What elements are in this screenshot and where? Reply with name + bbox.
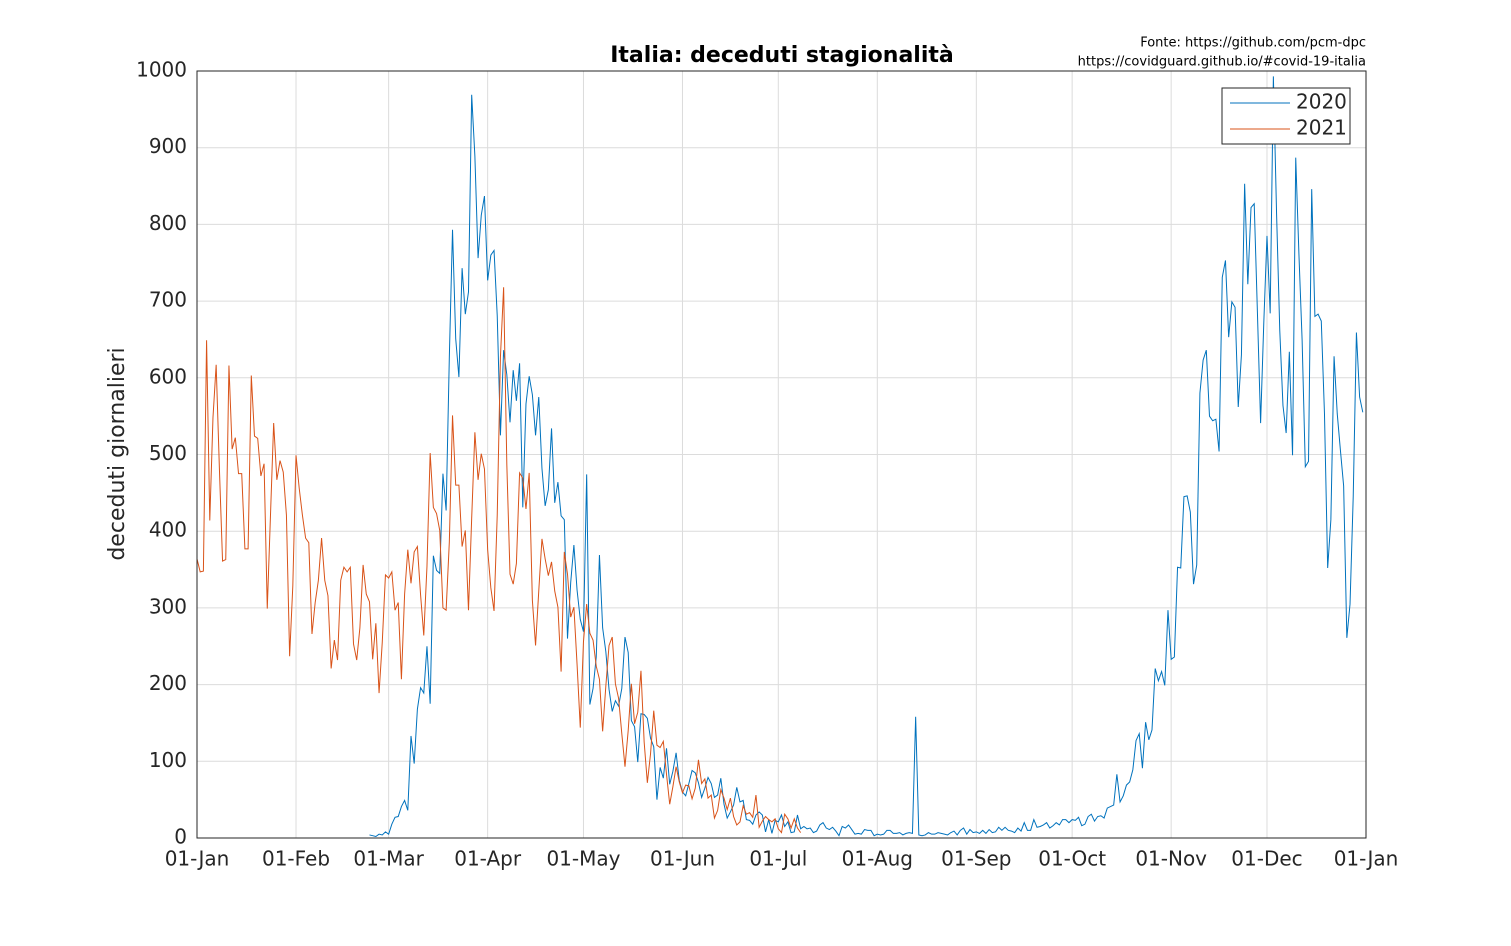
y-tick-label: 500 xyxy=(149,441,187,465)
x-tick-label: 01-Dec xyxy=(1231,847,1302,871)
x-tick-label: 01-Jun xyxy=(650,847,715,871)
x-tick-label: 01-Aug xyxy=(842,847,913,871)
x-tick-label: 01-Sep xyxy=(941,847,1011,871)
legend-box xyxy=(1221,87,1351,145)
x-tick-label: 01-Oct xyxy=(1038,847,1106,871)
y-tick-label: 600 xyxy=(149,364,187,388)
x-tick-label: 01-Jul xyxy=(749,847,807,871)
y-tick-label: 100 xyxy=(149,748,187,772)
x-tick-label: 01-Mar xyxy=(353,847,424,871)
y-tick-label: 400 xyxy=(149,518,187,542)
x-tick-label: 01-Nov xyxy=(1135,847,1207,871)
y-tick-label: 200 xyxy=(149,671,187,695)
axes-box xyxy=(196,70,1367,839)
y-tick-label: 900 xyxy=(149,134,187,158)
x-tick-label: 01-May xyxy=(546,847,620,871)
x-tick-label: 01-Jan xyxy=(165,847,230,871)
y-tick-label: 700 xyxy=(149,288,187,312)
y-tick-label: 300 xyxy=(149,594,187,618)
x-tick-label: 01-Jan xyxy=(1334,847,1399,871)
series-line xyxy=(369,76,1364,838)
annotation: https://covidguard.github.io/#covid-19-i… xyxy=(1078,55,1366,70)
y-tick-label: 0 xyxy=(174,825,187,849)
legend-label: 2021 xyxy=(1296,116,1347,140)
x-tick-label: 01-Apr xyxy=(454,847,522,871)
y-tick-label: 800 xyxy=(149,211,187,235)
y-axis-label: deceduti giornalieri xyxy=(105,347,130,560)
lines xyxy=(196,76,1364,838)
y-tick-label: 1000 xyxy=(136,58,187,82)
chart-title: Italia: deceduti stagionalità xyxy=(610,43,954,68)
legend-label: 2020 xyxy=(1296,90,1347,114)
x-tick-label: 01-Feb xyxy=(262,847,330,871)
annotation: Fonte: https://github.com/pcm-dpc xyxy=(1140,36,1366,51)
series-line xyxy=(196,287,802,834)
